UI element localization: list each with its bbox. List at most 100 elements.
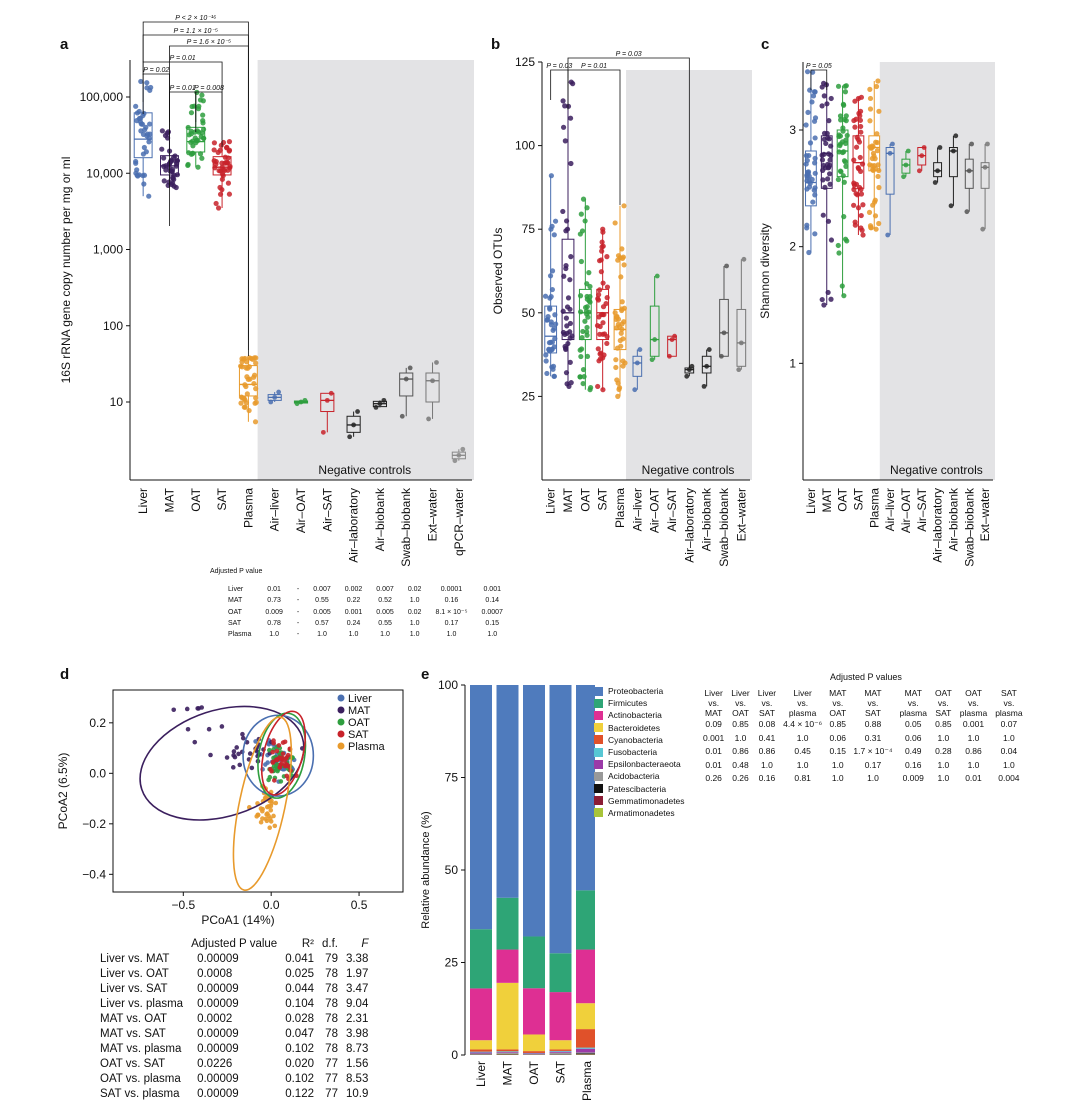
data-point (255, 812, 261, 818)
table-e-header-part: vs. (708, 698, 720, 708)
data-point (168, 158, 174, 164)
data-point (547, 273, 554, 279)
data-point (172, 153, 178, 159)
bar-segment-Firmicutes (496, 897, 519, 950)
data-point (857, 108, 864, 114)
data-point (253, 386, 259, 392)
adjusted-p-table-a: Adjusted P value Liver 0.01 - 0.007 0.002 0.0… (210, 568, 510, 640)
table-e-header-part: Liver (757, 688, 777, 698)
data-point (174, 172, 181, 178)
data-point (806, 249, 812, 256)
data-point (852, 124, 858, 130)
box-iqr (964, 158, 974, 189)
bar-segment-Proteobacteria (496, 685, 519, 898)
data-point (828, 237, 835, 243)
data-point (577, 347, 583, 353)
table-d-cell: 1.56 (345, 1058, 369, 1070)
table-e-cell: 1.0 (1002, 759, 1015, 770)
x-tick-label: OAT (578, 487, 592, 511)
data-point (820, 177, 826, 183)
data-point (823, 140, 829, 147)
table-e-cell: 0.41 (758, 732, 776, 743)
data-point (249, 765, 255, 771)
y-tick-label: 100 (515, 139, 535, 153)
adj-cell: 0.52 (378, 597, 392, 604)
data-point (580, 196, 587, 202)
bar-segment-Acidobacteria (576, 1052, 595, 1054)
box-Plasma (866, 78, 882, 232)
y-tick-label: −0.2 (82, 817, 106, 831)
box-iqr (885, 147, 895, 195)
x-tick-label: SAT (554, 1060, 568, 1083)
table-d-cell: 78 (325, 983, 338, 995)
box-MAT (819, 80, 835, 308)
box-iqr (632, 355, 643, 377)
table-d-cell: 0.044 (285, 983, 314, 995)
data-point (812, 115, 819, 121)
table-e-cell: 0.04 (1000, 746, 1018, 756)
data-point (253, 739, 258, 744)
data-point (260, 808, 265, 814)
comparison-label: MAT vs. SAT (100, 1028, 166, 1040)
data-point (825, 218, 832, 224)
adj-cell: 1.0 (317, 631, 327, 638)
ellipse-SAT (260, 710, 307, 796)
table-d-row: MAT vs. SAT 0.00009 0.047 78 3.98 (100, 1027, 376, 1042)
adj-row: MAT 0.73 - 0.55 0.22 0.52 1.0 0.16 0.14 (228, 595, 510, 606)
x-tick-label: Air–SAT (665, 487, 679, 531)
bracket-line (142, 34, 249, 350)
legend-item: Bacteroidetes (594, 722, 685, 734)
negative-controls-label: Negative controls (642, 463, 735, 477)
data-point (820, 162, 827, 169)
data-point (804, 157, 810, 164)
x-tick-label: Air–liver (630, 488, 644, 531)
adj-row: Liver 0.01 - 0.007 0.002 0.007 0.02 0.0001 0.001 (228, 584, 510, 595)
x-tick-label: MAT (820, 487, 834, 512)
data-point (985, 141, 990, 147)
bar-segment-Acidobacteria (496, 1052, 519, 1054)
data-point (600, 229, 606, 235)
adj-cell: 1.0 (380, 631, 390, 638)
data-point (637, 347, 643, 352)
adj-row: Plasma 1.0 - 1.0 1.0 1.0 1.0 1.0 1.0 (228, 629, 510, 640)
data-point (251, 380, 257, 387)
data-point (828, 95, 834, 102)
legend-swatch (594, 759, 603, 769)
legend-label: Proteobacteria (608, 686, 664, 697)
table-e-header-part: MAT (904, 688, 922, 698)
y-tick-label: 10,000 (86, 166, 123, 180)
data-point (843, 118, 849, 124)
data-point (563, 345, 569, 351)
table-e-cell: 0.08 (758, 719, 776, 729)
panel-label-c: c (761, 36, 770, 53)
table-e-cell: 0.16 (758, 773, 776, 783)
table-e-header-part: vs. (867, 698, 879, 708)
bar-segment-Epsilonbacteraeota (523, 1053, 545, 1055)
data-point (578, 353, 584, 360)
data-point (951, 148, 956, 154)
x-tick-label: Ext–water (734, 488, 748, 541)
data-point (809, 99, 815, 105)
data-point (584, 205, 590, 211)
adj-cell: 0.73 (267, 597, 281, 604)
data-point (851, 186, 857, 193)
data-point (197, 97, 204, 103)
table-e-header: Liver vs. MAT (700, 688, 727, 718)
adj-cell: 0.001 (483, 586, 501, 593)
table-e-cell: 0.85 (829, 719, 847, 729)
data-point (843, 163, 849, 169)
data-point (604, 333, 610, 340)
data-point (211, 147, 217, 153)
x-tick-label: Air–liver (268, 488, 282, 531)
pvalue-label: P = 1.1 × 10⁻⁵ (174, 28, 219, 35)
y-tick-label: 100 (438, 678, 458, 692)
bar-segment-Actinobacteria (470, 988, 492, 1041)
legend-marker (337, 742, 345, 750)
data-point (969, 141, 975, 147)
data-point (827, 181, 833, 187)
data-point (298, 399, 304, 405)
table-d-cell: 78 (325, 998, 338, 1010)
data-point (873, 139, 879, 145)
table-e-cell: 0.86 (965, 746, 982, 756)
data-point (577, 293, 584, 299)
